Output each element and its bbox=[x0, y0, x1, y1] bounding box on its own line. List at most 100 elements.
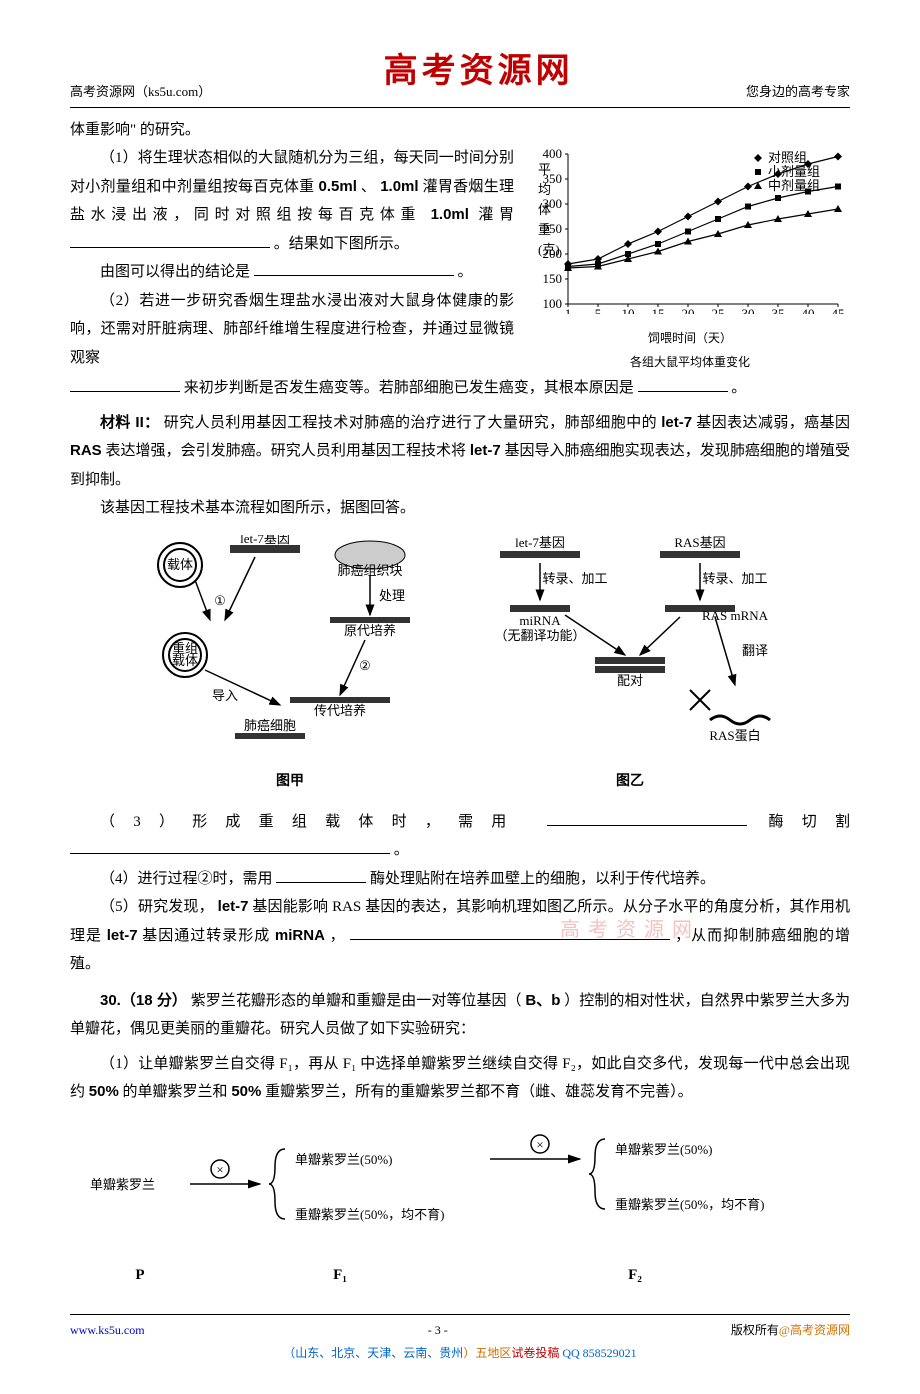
svg-text:let-7基因: let-7基因 bbox=[515, 535, 565, 550]
svg-text:载体: 载体 bbox=[167, 557, 193, 572]
q5d: ， bbox=[330, 928, 346, 944]
svg-text:40: 40 bbox=[802, 306, 815, 314]
pf-row: P F₁ F₂ bbox=[70, 1261, 850, 1290]
header-right: 您身边的高考专家 bbox=[746, 80, 850, 105]
svg-text:中剂量组: 中剂量组 bbox=[768, 178, 820, 193]
para-1b: 由图可以得出的结论是 。 bbox=[70, 258, 514, 287]
svg-text:100: 100 bbox=[543, 296, 563, 311]
footer-page: - 3 - bbox=[428, 1319, 448, 1342]
page: 高考资源网（ks5u.com） 高考资源网 您身边的高考专家 体重影响" 的研究… bbox=[0, 0, 920, 1394]
mat2a: 研究人员利用基因工程技术对肺癌的治疗进行了大量研究，肺部细胞中的 bbox=[164, 415, 657, 431]
label-P: P bbox=[70, 1261, 210, 1290]
q4: （4）进行过程②时，需用 酶处理贴附在培养皿壁上的细胞，以利于传代培养。 bbox=[70, 865, 850, 894]
q5c: 基因通过转录形成 bbox=[142, 928, 270, 944]
dose3: 1.0ml bbox=[431, 206, 469, 223]
diagram-yi-wrap: let-7基因RAS基因转录、加工转录、加工miRNA（无翻译功能）RAS mR… bbox=[480, 535, 780, 796]
f2d: QQ 858529021 bbox=[559, 1346, 636, 1360]
mat2b: 基因表达减弱，癌基因 bbox=[696, 415, 850, 431]
section-1-row: （1）将生理状态相似的大鼠随机分为三组，每天同一时间分别对小剂量组和中剂量组按每… bbox=[70, 144, 850, 374]
diagram-yi: let-7基因RAS基因转录、加工转录、加工miRNA（无翻译功能）RAS mR… bbox=[480, 535, 780, 755]
gene-let7-2: let-7 bbox=[470, 442, 501, 459]
svg-text:单瓣紫罗兰: 单瓣紫罗兰 bbox=[90, 1177, 155, 1192]
svg-text:let-7基因: let-7基因 bbox=[240, 535, 290, 546]
svg-text:20: 20 bbox=[682, 306, 695, 314]
svg-text:重瓣紫罗兰(50%，均不育): 重瓣紫罗兰(50%，均不育) bbox=[295, 1207, 445, 1222]
q3b: 酶切割 bbox=[769, 814, 850, 830]
svg-text:小剂量组: 小剂量组 bbox=[768, 164, 820, 179]
svg-text:15: 15 bbox=[652, 306, 665, 314]
q30: 30.（18 分） 紫罗兰花瓣形态的单瓣和重瓣是由一对等位基因（ B、b ）控制… bbox=[70, 987, 850, 1044]
q30a: 紫罗兰花瓣形态的单瓣和重瓣是由一对等位基因（ bbox=[191, 993, 522, 1009]
header-left: 高考资源网（ks5u.com） bbox=[70, 80, 211, 105]
p1d: 。结果如下图所示。 bbox=[274, 236, 409, 252]
footer-line2: （山东、北京、天津、云南、贵州）五地区试卷投稿 QQ 858529021 bbox=[70, 1342, 850, 1365]
line-chart: 100150200250300350400151015202530354045平… bbox=[530, 144, 850, 374]
chart-xlabel: 饲喂时间（天） bbox=[530, 327, 850, 350]
page-header: 高考资源网（ks5u.com） 高考资源网 您身边的高考专家 bbox=[70, 40, 850, 108]
mat2c: 表达增强，会引发肺癌。研究人员利用基因工程技术将 bbox=[105, 443, 466, 459]
footer-url[interactable]: www.ks5u.com bbox=[70, 1319, 145, 1342]
gene-ras: RAS bbox=[70, 442, 102, 459]
blank-7 bbox=[276, 865, 366, 883]
diagram-jia: 载体let-7基因肺癌组织块处理原代培养①重组载体导入②传代培养肺癌细胞 bbox=[140, 535, 440, 755]
dose2: 1.0ml bbox=[380, 178, 418, 195]
header-logo: 高考资源网 bbox=[384, 40, 574, 105]
gene-let7-4: let-7 bbox=[107, 927, 138, 944]
svg-text:×: × bbox=[216, 1162, 223, 1177]
cross-svg: 单瓣紫罗兰 × 单瓣紫罗兰(50%) 重瓣紫罗兰(50%，均不育) × 单瓣紫罗兰(50%… bbox=[70, 1119, 830, 1249]
svg-text:均: 均 bbox=[538, 182, 551, 197]
footer-right-b: @高考资源网 bbox=[779, 1323, 850, 1337]
svg-text:30: 30 bbox=[742, 306, 755, 314]
header-logo-wrap: 高考资源网 bbox=[384, 40, 574, 105]
svg-text:转录、加工: 转录、加工 bbox=[702, 571, 767, 586]
chart-caption: 各组大鼠平均体重变化 bbox=[530, 351, 850, 374]
allele-b: B、b bbox=[525, 992, 560, 1009]
para-1: （1）将生理状态相似的大鼠随机分为三组，每天同一时间分别对小剂量组和中剂量组按每… bbox=[70, 144, 514, 258]
svg-text:25: 25 bbox=[712, 306, 725, 314]
blank-6 bbox=[70, 837, 390, 855]
svg-text:(克): (克) bbox=[538, 242, 560, 257]
line-continuation: 体重影响" 的研究。 bbox=[70, 116, 850, 145]
material-2: 材料 II： 研究人员利用基因工程技术对肺癌的治疗进行了大量研究，肺部细胞中的 … bbox=[70, 409, 850, 495]
svg-text:平: 平 bbox=[538, 162, 551, 177]
blank-4 bbox=[638, 375, 728, 393]
svg-text:单瓣紫罗兰(50%): 单瓣紫罗兰(50%) bbox=[615, 1142, 713, 1157]
blank-2 bbox=[254, 259, 454, 277]
svg-text:miRNA: miRNA bbox=[519, 613, 561, 628]
footer: www.ks5u.com - 3 - 版权所有@高考资源网 （山东、北京、天津、… bbox=[70, 1314, 850, 1365]
svg-text:35: 35 bbox=[772, 306, 785, 314]
svg-text:肺癌细胞: 肺癌细胞 bbox=[244, 718, 296, 733]
footer-right: 版权所有@高考资源网 bbox=[731, 1319, 850, 1342]
svg-text:②: ② bbox=[359, 658, 371, 673]
p1c: 灌胃 bbox=[478, 207, 514, 223]
svg-text:1: 1 bbox=[565, 306, 572, 314]
svg-text:对照组: 对照组 bbox=[768, 150, 807, 165]
blank-3 bbox=[70, 375, 180, 393]
svg-text:150: 150 bbox=[543, 271, 563, 286]
svg-text:RAS蛋白: RAS蛋白 bbox=[709, 728, 760, 743]
p1e: 由图可以得出的结论是 bbox=[100, 264, 250, 280]
svg-text:导入: 导入 bbox=[212, 688, 238, 703]
mat2-lead: 材料 II： bbox=[100, 414, 160, 431]
svg-text:10: 10 bbox=[622, 306, 635, 314]
q4a: （4）进行过程②时，需用 bbox=[100, 871, 273, 887]
dose1: 0.5ml bbox=[319, 178, 357, 195]
p2a-partA: （2）若进一步研究香烟生理盐水浸出液对大鼠身体健康的影响，还需对肝脏病理、肺部纤… bbox=[70, 293, 514, 366]
p1f: 。 bbox=[458, 264, 473, 280]
pct50a: 50% bbox=[89, 1083, 119, 1100]
svg-text:单瓣紫罗兰(50%): 单瓣紫罗兰(50%) bbox=[295, 1152, 393, 1167]
blank-5 bbox=[547, 808, 747, 826]
svg-text:转录、加工: 转录、加工 bbox=[542, 571, 607, 586]
f2b: ）五地区 bbox=[463, 1346, 511, 1360]
svg-text:RAS mRNA: RAS mRNA bbox=[702, 608, 769, 623]
svg-text:×: × bbox=[536, 1137, 543, 1152]
cross-diagram: 单瓣紫罗兰 × 单瓣紫罗兰(50%) 重瓣紫罗兰(50%，均不育) × 单瓣紫罗兰(50%… bbox=[70, 1119, 850, 1290]
svg-text:400: 400 bbox=[543, 146, 563, 161]
blank-1 bbox=[70, 230, 270, 248]
blank-8 bbox=[350, 922, 670, 940]
svg-text:载体: 载体 bbox=[172, 653, 198, 668]
svg-text:重: 重 bbox=[538, 222, 551, 237]
q4b: 酶处理贴附在培养皿壁上的细胞，以利于传代培养。 bbox=[370, 871, 715, 887]
svg-text:配对: 配对 bbox=[617, 673, 643, 688]
svg-text:翻译: 翻译 bbox=[742, 643, 768, 658]
